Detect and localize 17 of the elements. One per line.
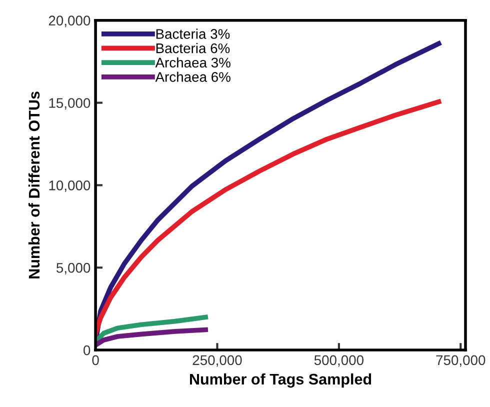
x-tick-label: 0: [92, 355, 99, 366]
x-tick-label: 250,000: [192, 355, 242, 367]
y-tick-label: 15,000: [49, 98, 90, 110]
legend-label: Archaea 6%: [155, 72, 230, 82]
y-tick-label: 10,000: [49, 180, 90, 192]
line-series: [96, 99, 442, 336]
y-tick-label: 5,000: [56, 262, 90, 274]
y-tick-label: 0: [84, 345, 90, 356]
line-series: [96, 327, 208, 348]
legend-label: Archaea 3%: [155, 57, 230, 68]
y-axis-title: Number of Different OTUs: [28, 92, 40, 278]
x-tick-label: 500,000: [314, 355, 364, 367]
legend-label: Bacteria 3%: [156, 28, 230, 39]
legend-label: Bacteria 6%: [156, 43, 230, 54]
x-tick-label: 750,000: [436, 355, 486, 367]
x-axis-title: Number of Tags Sampled: [190, 373, 372, 388]
y-tick-label: 20,000: [48, 16, 90, 28]
